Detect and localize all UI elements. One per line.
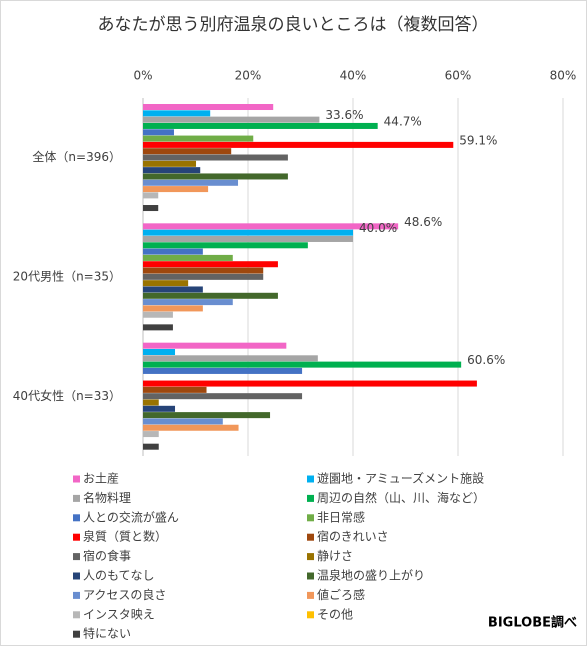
legend-swatch — [307, 611, 314, 619]
legend-swatch — [73, 533, 80, 541]
bar — [143, 122, 378, 129]
legend-swatch — [307, 533, 314, 541]
bar — [143, 348, 176, 355]
legend-label: 値ごろ感 — [317, 587, 365, 602]
bar — [143, 418, 223, 425]
bar — [143, 110, 211, 117]
x-tick-label: 20% — [235, 69, 262, 83]
bar — [143, 148, 232, 155]
bar — [143, 292, 278, 299]
bar — [143, 186, 209, 193]
value-label: 44.7% — [384, 114, 422, 128]
legend-swatch — [307, 553, 314, 561]
legend-swatch — [307, 572, 314, 580]
bar — [143, 405, 176, 412]
bar — [143, 431, 159, 438]
legend-swatch — [307, 475, 314, 483]
legend-label: 泉質（質と数） — [83, 529, 167, 544]
bar — [143, 305, 203, 312]
legend-label: インスタ映え — [83, 607, 155, 621]
legend-swatch — [73, 611, 80, 619]
legend-label: 遊園地・アミューズメント施設 — [317, 471, 484, 486]
bar — [143, 380, 477, 387]
bar — [143, 173, 288, 180]
legend-label: 温泉地の盛り上がり — [317, 568, 425, 583]
bar — [143, 242, 308, 249]
bar — [143, 135, 254, 142]
bar — [143, 324, 173, 331]
legend-label: その他 — [317, 607, 353, 621]
bar — [143, 235, 353, 242]
legend-swatch — [307, 494, 314, 502]
legend-swatch — [73, 572, 80, 580]
bar — [143, 261, 278, 268]
legend-label: 静けさ — [317, 549, 353, 563]
bar — [143, 167, 201, 174]
bar — [143, 154, 288, 161]
legend-swatch — [307, 591, 314, 599]
bar — [143, 424, 239, 431]
bar — [143, 399, 159, 406]
bar — [143, 311, 173, 318]
bar — [143, 160, 197, 167]
value-label: 33.6% — [325, 108, 363, 122]
bar — [143, 355, 318, 362]
bar — [143, 116, 320, 123]
bar — [143, 386, 207, 393]
chart-title: あなたが思う別府温泉の良いところは（複数回答） — [98, 15, 489, 35]
bar — [143, 412, 271, 419]
x-tick-label: 40% — [340, 69, 367, 83]
legend-label: 人との交流が盛ん — [83, 509, 179, 524]
bar — [143, 223, 399, 230]
legend-label: 宿のきれいさ — [317, 529, 389, 544]
bar — [143, 367, 303, 374]
bar — [143, 286, 203, 293]
bar — [143, 129, 174, 136]
value-label: 48.6% — [404, 215, 442, 229]
legend-swatch — [73, 630, 80, 638]
legend-swatch — [73, 494, 80, 502]
legend-swatch — [73, 475, 80, 483]
y-tick-label: 20代男性（n=35） — [13, 270, 121, 284]
y-tick-label: 40代女性（n=33） — [13, 388, 121, 403]
bar — [143, 361, 462, 368]
bar — [143, 342, 287, 349]
legend-swatch — [307, 514, 314, 522]
x-tick-label: 80% — [550, 69, 577, 83]
y-tick-label: 全体（n=396） — [32, 149, 121, 164]
legend-label: 人のもてなし — [83, 569, 155, 583]
value-label: 40.0% — [359, 221, 397, 235]
source: BIGLOBE調べ — [488, 615, 577, 631]
bar — [143, 280, 189, 287]
legend-swatch — [73, 514, 80, 522]
bar — [143, 229, 353, 236]
legend-label: 宿の食事 — [83, 548, 131, 563]
bar — [143, 299, 233, 306]
bar — [143, 179, 239, 186]
bar — [143, 393, 303, 400]
bar — [143, 205, 159, 212]
bar — [143, 267, 264, 274]
x-tick-label: 60% — [445, 69, 472, 83]
value-label: 59.1% — [459, 133, 497, 147]
bar — [143, 273, 264, 280]
value-label: 60.6% — [467, 353, 505, 367]
legend-label: 周辺の自然（山、川、海など） — [317, 490, 485, 505]
bar — [143, 254, 233, 261]
bar — [143, 443, 159, 450]
bar — [143, 192, 159, 199]
legend-label: アクセスの良さ — [83, 587, 166, 602]
legend-label: 非日常感 — [317, 509, 365, 524]
legend-label: 名物料理 — [83, 490, 131, 505]
bar — [143, 248, 203, 255]
legend-label: お土産 — [83, 471, 119, 486]
legend-swatch — [73, 553, 80, 561]
legend-label: 特にない — [83, 626, 131, 641]
bar — [143, 141, 454, 148]
legend-swatch — [73, 591, 80, 599]
bar — [143, 104, 274, 111]
x-tick-label: 0% — [133, 69, 152, 83]
